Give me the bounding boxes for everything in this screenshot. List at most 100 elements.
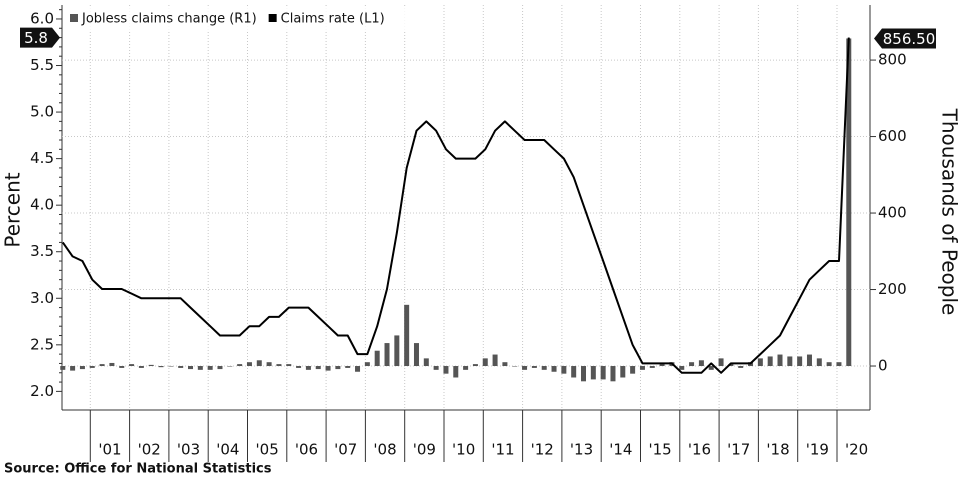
bar [590,366,596,380]
bar [738,366,744,368]
bar [679,366,685,370]
bar [384,343,390,367]
bar [227,366,233,367]
bar [394,335,400,367]
bar [207,366,213,370]
bar [757,358,763,367]
x-tick-label: '02 [138,441,161,459]
y-tick-label: 3.5 [30,242,54,260]
y2-axis-title: Thousands of People [938,108,962,316]
bar [767,356,773,367]
bar [197,366,203,370]
bar [787,356,793,367]
y-tick-label: 4.5 [30,149,54,167]
bar [639,366,645,370]
y-tick-label: 5.0 [30,103,54,121]
bar [364,362,370,367]
bar [610,366,616,382]
x-tick-label: '05 [256,441,279,459]
x-tick-label: '13 [570,441,593,459]
bar [79,366,85,370]
bar [178,366,184,368]
bar [620,366,626,378]
bar [246,362,252,367]
last-value-box [874,28,936,49]
bar [649,366,655,368]
last-value-label: 5.8 [24,29,48,47]
bar [345,366,351,368]
bar [89,366,95,368]
bar [158,366,164,368]
bar [846,38,852,367]
x-tick-label: '08 [373,441,396,459]
bar [541,366,547,370]
bar [60,366,66,370]
x-tick-label: '18 [766,441,789,459]
bar [237,364,243,367]
bar [119,366,125,368]
bar [581,366,587,382]
x-tick-label: '01 [98,441,121,459]
bar [129,364,135,367]
bar [374,350,380,367]
bar [561,366,567,374]
bar [443,366,449,374]
bar [502,362,508,367]
legend-label: Jobless claims change (R1) [81,12,257,27]
legend: Jobless claims change (R1) Claims rate (L… [64,7,416,31]
legend-label: Claims rate (L1) [281,12,385,27]
bar [708,366,714,370]
last-value-box [20,27,60,48]
y2-tick-label: 200 [878,280,907,298]
y2-tick-label: 800 [878,51,907,69]
bar [70,366,76,371]
x-tick-label: '03 [177,441,200,459]
bar [826,362,832,367]
x-tick-label: '15 [649,441,672,459]
bar [325,366,331,371]
x-tick-label: '20 [845,441,868,459]
bar [99,364,105,367]
bar [698,360,704,367]
bar [463,366,469,370]
y-tick-label: 2.0 [30,382,54,400]
bar [551,366,557,372]
bar [276,364,282,367]
x-tick-label: '16 [688,441,711,459]
y-tick-label: 5.5 [30,56,54,74]
bar [109,362,115,367]
y-tick-label: 3.0 [30,289,54,307]
bar [188,366,194,370]
x-tick-label: '11 [491,441,514,459]
bar [492,354,498,367]
bar [296,366,302,368]
bar [413,343,419,367]
bar [335,366,341,370]
bar [777,354,783,367]
x-tick-label: '12 [531,441,554,459]
y-tick-label: 4.0 [30,196,54,214]
x-tick-label: '06 [295,441,318,459]
x-tick-label: '04 [216,441,239,459]
legend-swatch [70,14,78,22]
x-tick-label: '19 [806,441,829,459]
y2-tick-label: 400 [878,204,907,222]
bar [286,364,292,367]
last-value-label: 856.50 [883,30,936,48]
x-tick-label: '09 [413,441,436,459]
bar [453,366,459,378]
x-tick-label: '14 [609,441,632,459]
bar [512,366,518,367]
bar [806,354,812,367]
x-tick-label: '10 [452,441,475,459]
bar [482,358,488,367]
legend-background [64,7,416,31]
bar [217,366,223,370]
source: Source: Office for National Statistics [4,462,272,477]
y-axis-title: Percent [1,172,25,247]
bar [836,362,842,367]
bar [433,366,439,370]
x-tick-label: '17 [727,441,750,459]
y-tick-label: 6.0 [30,9,54,27]
